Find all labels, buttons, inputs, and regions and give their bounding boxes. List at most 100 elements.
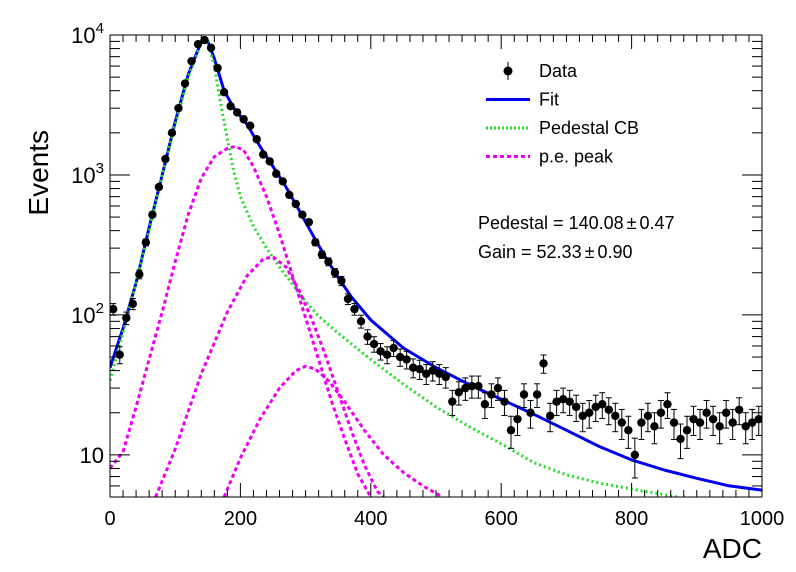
data-point	[382, 346, 392, 365]
data-point	[656, 399, 666, 429]
y-axis: 10 102 103 104	[71, 20, 762, 498]
data-point	[232, 108, 242, 117]
data-point	[200, 35, 209, 45]
legend-item-p-e-peak: p.e. peak	[486, 147, 614, 167]
data-point	[467, 375, 477, 399]
data-point	[141, 238, 151, 247]
data-point	[245, 121, 255, 130]
data-point	[506, 415, 516, 449]
legend-item-data: Data	[503, 61, 578, 81]
y-tick-label: 10	[80, 443, 104, 468]
data-point	[317, 250, 327, 259]
x-tick-label: 0	[104, 508, 115, 530]
data-point	[193, 39, 203, 49]
x-tick-label: 200	[224, 508, 257, 530]
data-point	[415, 359, 424, 380]
curve-p-e-peak-2	[154, 255, 385, 497]
data-point	[643, 402, 653, 433]
data-point	[408, 358, 418, 379]
data-point	[637, 408, 646, 441]
data-point	[304, 217, 314, 227]
data-point	[611, 402, 620, 433]
data-point	[748, 408, 757, 441]
gain-annotation: Gain = 52.33 ±0.90	[478, 242, 633, 262]
data-point	[298, 210, 307, 219]
data-point	[435, 364, 444, 385]
data-point	[624, 415, 633, 449]
data-points-layer	[110, 35, 762, 479]
y-axis-label: Events	[23, 130, 54, 216]
data-point	[474, 375, 483, 399]
data-point	[480, 392, 490, 419]
data-point	[226, 101, 235, 111]
data-point	[571, 394, 581, 423]
data-point	[591, 394, 600, 423]
data-point	[174, 103, 183, 113]
data-point	[350, 303, 359, 316]
curves-layer	[110, 39, 762, 497]
data-point	[532, 383, 542, 408]
data-point	[500, 389, 509, 417]
data-point	[265, 157, 274, 166]
data-point	[402, 350, 411, 370]
data-point	[363, 329, 372, 345]
data-point	[754, 405, 762, 436]
pedestal-annotation: Pedestal = 140.08 ±0.47	[478, 213, 675, 233]
legend-item-pedestal-cb: Pedestal CB	[486, 118, 639, 138]
data-point	[285, 190, 294, 200]
data-point	[337, 275, 346, 287]
data-point	[454, 381, 464, 406]
curve-fit	[110, 39, 762, 492]
data-point	[689, 405, 698, 436]
x-tick-label: 1000	[740, 508, 785, 530]
data-point	[239, 115, 248, 124]
data-point	[728, 408, 737, 441]
data-point	[721, 399, 731, 429]
data-point	[441, 367, 450, 389]
data-point	[604, 397, 613, 426]
data-point	[291, 199, 301, 209]
data-point	[206, 43, 216, 53]
data-point	[630, 437, 640, 479]
plot-frame	[109, 34, 763, 498]
data-point	[356, 314, 366, 329]
y-tick-label: 104	[71, 20, 104, 48]
data-point	[585, 399, 594, 429]
y-tick-label: 102	[71, 300, 104, 328]
data-point	[389, 340, 398, 358]
data-point	[422, 364, 431, 385]
legend-label: Pedestal CB	[539, 118, 639, 138]
data-point	[213, 63, 222, 73]
data-point	[167, 128, 177, 138]
data-point	[395, 348, 405, 367]
x-tick-label: 600	[485, 508, 518, 530]
data-point	[154, 182, 164, 192]
data-point	[519, 383, 529, 408]
data-point	[578, 402, 587, 433]
data-point	[376, 343, 385, 361]
data-point	[708, 405, 718, 436]
data-point	[565, 389, 574, 417]
legend-label: Fit	[539, 90, 559, 110]
x-tick-label: 400	[354, 508, 387, 530]
data-point	[259, 150, 268, 159]
data-point	[428, 361, 437, 382]
data-point	[676, 423, 685, 460]
curve-pedestal-cb	[110, 40, 678, 497]
data-point	[558, 387, 568, 414]
data-point	[343, 293, 353, 306]
data-point	[448, 389, 457, 417]
curve-p-e-peak-1	[110, 144, 373, 497]
data-point	[715, 412, 724, 445]
data-point	[734, 397, 744, 426]
data-point	[330, 268, 340, 278]
x-axis: 0 200 400 600 800 1000	[104, 35, 784, 530]
curve-p-e-peak-3	[222, 364, 444, 497]
data-point	[187, 56, 196, 66]
data-point	[617, 408, 627, 441]
legend-item-fit: Fit	[486, 90, 559, 110]
data-point	[598, 392, 607, 419]
data-point	[122, 311, 131, 326]
x-axis-label: ADC	[703, 533, 762, 564]
